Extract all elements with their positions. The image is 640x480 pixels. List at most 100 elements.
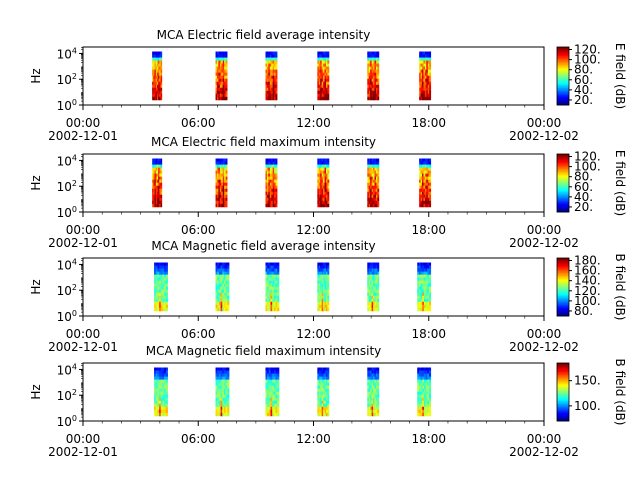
data-block [367, 158, 380, 208]
y-tick-label: 104 [57, 362, 77, 377]
colorbar-tick-label: 60. [574, 73, 593, 87]
y-tick-label: 100 [57, 309, 77, 324]
panel-title: MCA Magnetic field maximum intensity [146, 344, 382, 358]
y-tick-label: 104 [57, 46, 77, 61]
colorbar-label: E field (dB) [613, 150, 627, 216]
x-tick-time: 00:00 [66, 223, 101, 237]
x-tick-time: 18:00 [411, 327, 446, 341]
data-block [152, 158, 163, 208]
data-block [419, 158, 432, 208]
x-tick-time: 06:00 [181, 223, 216, 237]
panel-2: MCA Electric field maximum intensity 100 1… [29, 135, 627, 250]
y-tick-label: 100 [57, 205, 77, 220]
panel-title: MCA Magnetic field average intensity [151, 239, 375, 253]
data-block [215, 51, 228, 101]
x-tick-time: 00:00 [66, 327, 101, 341]
x-tick-time: 18:00 [411, 223, 446, 237]
colorbar-tick-label: 100. [574, 399, 601, 413]
x-tick-date: 2002-12-01 [48, 236, 118, 250]
panel-4: MCA Magnetic field maximum intensity 100 1… [29, 344, 627, 459]
colorbar-tick-label: 60. [574, 180, 593, 194]
x-tick-time: 00:00 [527, 327, 562, 341]
panel-1: MCA Electric field average intensity 100 1… [29, 28, 627, 143]
x-tick-time: 12:00 [296, 432, 331, 446]
x-tick-time: 00:00 [66, 432, 101, 446]
y-tick-label: 104 [57, 153, 77, 168]
colorbar: 80.100.120.140.160.180. B field (dB) [556, 254, 627, 321]
data-block [265, 367, 280, 417]
colorbar-tick-label: 100. [574, 53, 601, 67]
y-tick-label: 102 [57, 72, 77, 87]
data-block [317, 158, 330, 208]
y-axis-label: Hz [29, 68, 43, 83]
y-tick-label: 104 [57, 257, 77, 272]
colorbar-tick-label: 20. [574, 93, 593, 107]
x-tick-date: 2002-12-01 [48, 340, 118, 354]
axes-frame [82, 362, 545, 422]
colorbar: 20.40.60.80.100.120. E field (dB) [556, 43, 627, 109]
x-tick-date: 2002-12-02 [509, 236, 579, 250]
colorbar-label: E field (dB) [613, 43, 627, 109]
x-tick-date: 2002-12-01 [48, 129, 118, 143]
colorbar-tick-label: 20. [574, 200, 593, 214]
colorbar-tick-label: 120. [574, 284, 601, 298]
panel-title: MCA Electric field average intensity [157, 28, 371, 42]
x-tick-date: 2002-12-02 [509, 129, 579, 143]
x-tick-time: 12:00 [296, 116, 331, 130]
colorbar-tick-label: 80. [574, 63, 593, 77]
x-tick-time: 12:00 [296, 223, 331, 237]
data-block [417, 262, 432, 312]
x-tick-date: 2002-12-02 [509, 340, 579, 354]
y-tick-label: 102 [57, 283, 77, 298]
colorbar-tick-label: 150. [574, 374, 601, 388]
y-axis-label: Hz [29, 175, 43, 190]
panel-3: MCA Magnetic field average intensity 100 1… [29, 239, 627, 354]
y-tick-label: 102 [57, 388, 77, 403]
x-tick-time: 00:00 [527, 432, 562, 446]
colorbar-tick-label: 160. [574, 264, 601, 278]
data-block [417, 367, 432, 417]
x-tick-time: 00:00 [527, 223, 562, 237]
data-block [419, 51, 432, 101]
colorbar-tick-label: 120. [574, 150, 601, 164]
data-block [215, 262, 230, 312]
x-tick-time: 18:00 [411, 116, 446, 130]
colorbar-tick-label: 180. [574, 254, 601, 268]
data-block [154, 367, 168, 417]
y-tick-label: 100 [57, 414, 77, 429]
data-block [154, 262, 168, 312]
data-block [317, 262, 330, 312]
data-block [265, 51, 278, 101]
x-tick-date: 2002-12-02 [509, 445, 579, 459]
colorbar-tick-label: 80. [574, 304, 593, 318]
colorbar-tick-label: 80. [574, 170, 593, 184]
panel-title: MCA Electric field maximum intensity [151, 135, 376, 149]
colorbar-tick-label: 140. [574, 274, 601, 288]
colorbar-label: B field (dB) [613, 359, 627, 426]
data-block [367, 51, 380, 101]
x-tick-date: 2002-12-01 [48, 445, 118, 459]
data-block [215, 158, 228, 208]
colorbar-label: B field (dB) [613, 254, 627, 321]
x-tick-time: 06:00 [181, 432, 216, 446]
colorbar-tick-label: 120. [574, 43, 601, 57]
colorbar-tick-label: 100. [574, 294, 601, 308]
colorbar-tick-label: 40. [574, 83, 593, 97]
x-tick-time: 00:00 [66, 116, 101, 130]
colorbar-tick-label: 100. [574, 160, 601, 174]
data-block [317, 367, 330, 417]
data-block [367, 367, 380, 417]
data-block [367, 262, 380, 312]
y-tick-label: 102 [57, 179, 77, 194]
colorbar: 20.40.60.80.100.120. E field (dB) [556, 150, 627, 216]
x-tick-time: 18:00 [411, 432, 446, 446]
x-tick-time: 06:00 [181, 116, 216, 130]
data-block [152, 51, 163, 101]
colorbar-tick-label: 40. [574, 190, 593, 204]
y-axis-label: Hz [29, 279, 43, 294]
data-block [265, 158, 278, 208]
colorbar: 100. 150. B field (dB) [556, 359, 627, 426]
axes-frame [82, 257, 545, 317]
x-tick-time: 12:00 [296, 327, 331, 341]
